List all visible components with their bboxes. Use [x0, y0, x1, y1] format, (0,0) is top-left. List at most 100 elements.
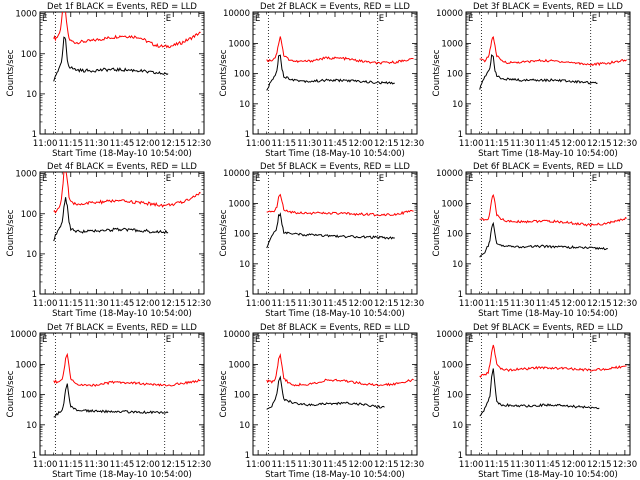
y-tick-label: 10000 [223, 169, 250, 179]
x-tick-label: 11:00 [459, 139, 484, 149]
y-tick-label: 100 [21, 210, 37, 220]
x-tick-label: 12:15 [161, 139, 186, 149]
x-axis-label: Start Time (18-May-10 10:54:00) [478, 149, 618, 159]
y-tick-label: 100 [21, 50, 37, 60]
marker-label: E [255, 174, 260, 184]
y-tick-label: 100 [234, 230, 250, 240]
y-tick-label: 100 [234, 70, 250, 80]
x-tick-label: 12:00 [348, 299, 373, 309]
events-series-line [266, 375, 385, 410]
y-axis-label: Counts/sec [432, 370, 442, 417]
y-tick-label: 1000 [228, 360, 250, 370]
marker-label: E [592, 14, 597, 24]
lld-series-line [266, 193, 414, 217]
x-tick-label: 12:15 [587, 299, 612, 309]
y-tick-label: 10 [452, 260, 463, 270]
x-axis-label: Start Time (18-May-10 10:54:00) [52, 470, 192, 480]
marker-label: E [166, 335, 171, 345]
y-tick-label: 100 [447, 230, 463, 240]
x-tick-label: 12:30 [400, 139, 425, 149]
chart-title: Det 6f BLACK = Events, RED = LLD [473, 162, 623, 172]
plot-frame [465, 11, 631, 135]
y-axis-label: Counts/sec [219, 49, 229, 96]
lld-series-line [53, 172, 201, 214]
chart-title: Det 4f BLACK = Events, RED = LLD [47, 162, 197, 172]
x-tick-label: 11:00 [459, 299, 484, 309]
x-tick-label: 11:00 [246, 460, 271, 470]
x-tick-label: 12:00 [135, 139, 160, 149]
y-tick-label: 10000 [223, 330, 250, 340]
y-tick-label: 10000 [223, 9, 250, 19]
y-axis-label: Counts/sec [219, 370, 229, 417]
chart-title: Det 8f BLACK = Events, RED = LLD [260, 323, 410, 333]
events-series-line [479, 221, 608, 258]
x-axis-label: Start Time (18-May-10 10:54:00) [265, 309, 405, 319]
chart-title: Det 1f BLACK = Events, RED = LLD [47, 2, 197, 12]
x-tick-label: 12:15 [587, 460, 612, 470]
x-tick-label: 11:45 [536, 139, 561, 149]
marker-label: E [592, 335, 597, 345]
y-tick-label: 1 [458, 290, 463, 300]
x-axis-label: Start Time (18-May-10 10:54:00) [478, 309, 618, 319]
plot-frame [252, 11, 418, 135]
lld-series-line [266, 36, 414, 65]
x-tick-label: 11:45 [536, 460, 561, 470]
y-tick-label: 1000 [15, 170, 37, 180]
y-tick-label: 1000 [441, 39, 463, 49]
y-axis-label: Counts/sec [6, 370, 16, 417]
x-tick-label: 11:30 [297, 139, 322, 149]
events-series-line [53, 383, 169, 418]
marker-label: E [379, 174, 384, 184]
x-tick-label: 12:15 [161, 460, 186, 470]
chart-title: Det 7f BLACK = Events, RED = LLD [47, 323, 197, 333]
y-tick-label: 10000 [10, 330, 37, 340]
y-tick-label: 1 [245, 130, 250, 140]
y-axis-label: Counts/sec [6, 209, 16, 256]
x-tick-label: 11:30 [84, 299, 109, 309]
marker-label: E [42, 335, 47, 345]
x-tick-label: 12:00 [348, 460, 373, 470]
x-tick-label: 11:45 [536, 299, 561, 309]
x-tick-label: 11:30 [84, 139, 109, 149]
x-tick-label: 11:45 [323, 139, 348, 149]
y-tick-label: 10 [239, 421, 250, 431]
lld-series-line [53, 352, 201, 387]
x-tick-label: 11:30 [297, 299, 322, 309]
y-tick-label: 1000 [441, 360, 463, 370]
x-tick-label: 11:15 [272, 139, 297, 149]
x-tick-label: 11:15 [485, 139, 510, 149]
x-axis-label: Start Time (18-May-10 10:54:00) [478, 470, 618, 480]
x-tick-label: 11:15 [59, 460, 84, 470]
x-tick-label: 12:30 [187, 139, 212, 149]
y-axis-label: Counts/sec [432, 49, 442, 96]
lld-series-line [479, 344, 627, 378]
x-tick-label: 11:45 [110, 460, 135, 470]
x-tick-label: 11:00 [33, 139, 58, 149]
x-tick-label: 11:00 [459, 460, 484, 470]
y-tick-label: 10 [239, 260, 250, 270]
events-series-line [53, 197, 169, 242]
x-tick-label: 12:00 [561, 299, 586, 309]
x-tick-label: 11:45 [323, 460, 348, 470]
marker-label: E [42, 14, 47, 24]
x-tick-label: 12:30 [187, 299, 212, 309]
x-tick-label: 12:30 [613, 299, 638, 309]
marker-label: E [468, 335, 473, 345]
y-axis-label: Counts/sec [6, 49, 16, 96]
lld-series-line [266, 352, 414, 387]
x-tick-label: 12:30 [187, 460, 212, 470]
x-tick-label: 11:00 [33, 460, 58, 470]
marker-label: E [42, 174, 47, 184]
x-tick-label: 12:00 [348, 139, 373, 149]
y-tick-label: 10000 [436, 9, 463, 19]
marker-label: E [468, 174, 473, 184]
marker-label: E [468, 14, 473, 24]
marker-label: E [379, 14, 384, 24]
x-tick-label: 11:15 [272, 460, 297, 470]
y-tick-label: 1 [458, 451, 463, 461]
y-tick-label: 100 [21, 391, 37, 401]
panel-4: Det 4f BLACK = Events, RED = LLD 1 10 100 10… [6, 162, 211, 319]
y-tick-label: 1 [458, 130, 463, 140]
x-tick-label: 11:00 [33, 299, 58, 309]
x-tick-label: 12:15 [374, 139, 399, 149]
